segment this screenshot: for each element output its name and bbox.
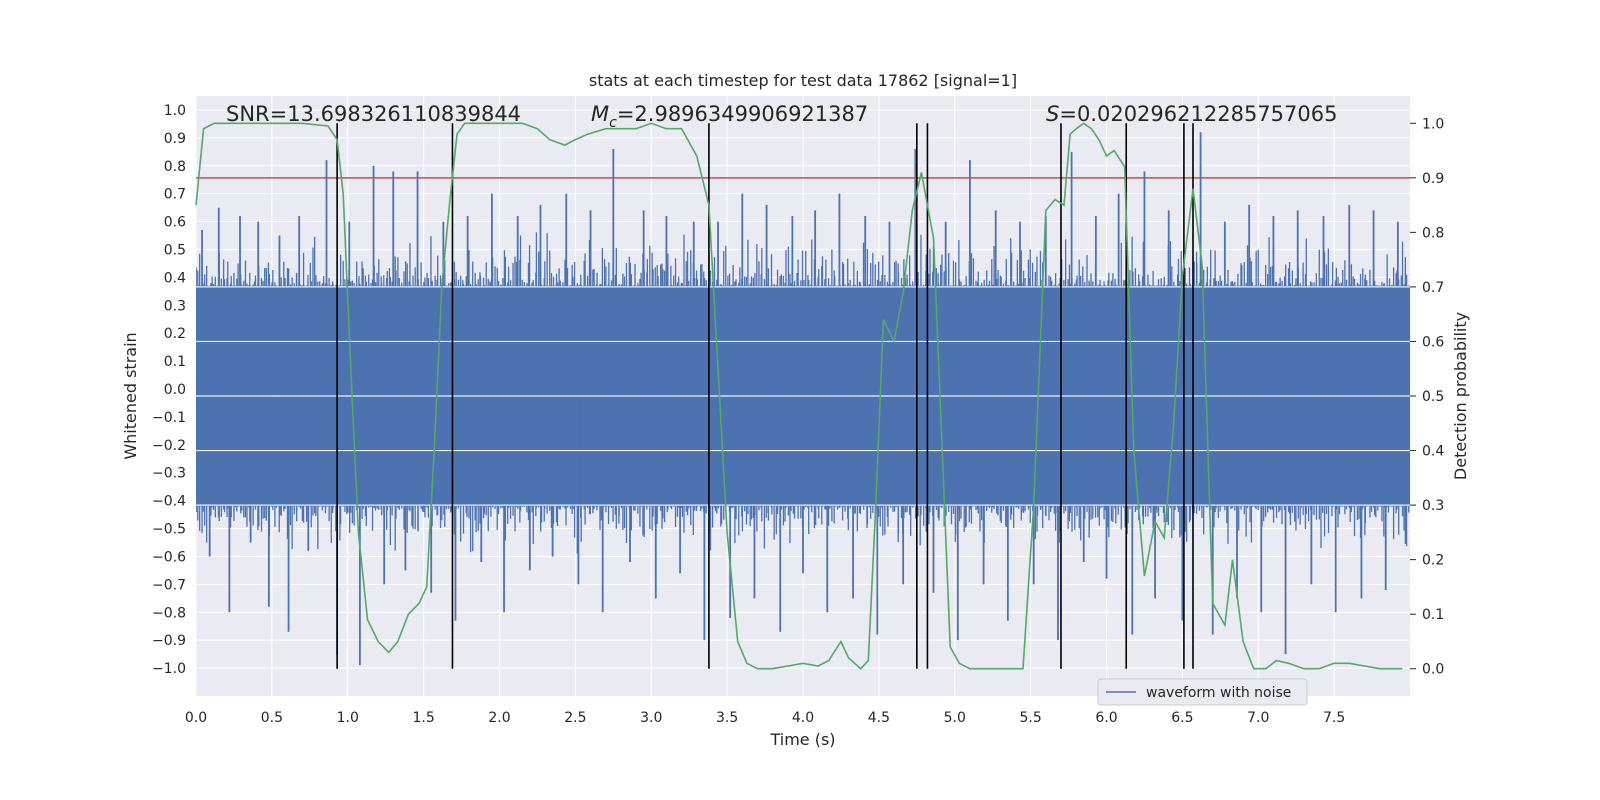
y-tick-label: −0.8 xyxy=(152,605,186,621)
legend-label: waveform with noise xyxy=(1146,685,1291,701)
probability-line xyxy=(195,122,1403,670)
y2-tick-label: 1.0 xyxy=(1422,116,1444,132)
s-annotation: S=0.020296212285757065 xyxy=(1046,102,1337,126)
y-tick-label: −0.9 xyxy=(152,633,186,649)
y2-tick-label: 0.6 xyxy=(1422,334,1444,350)
x-tick-label: 4.0 xyxy=(792,710,814,726)
x-tick-label: 4.5 xyxy=(868,710,890,726)
x-tick-label: 3.0 xyxy=(640,710,662,726)
mc-annotation: Mc=2.9896349906921387 xyxy=(591,102,868,131)
y-tick-label: 0.8 xyxy=(164,159,186,175)
x-tick-label: 7.0 xyxy=(1247,710,1269,726)
y-tick-label: 0.0 xyxy=(164,382,186,398)
x-tick-label: 0.5 xyxy=(261,710,283,726)
x-tick-label: 3.5 xyxy=(716,710,738,726)
y-tick-label: −0.2 xyxy=(152,438,186,454)
x-tick-label: 6.0 xyxy=(1095,710,1117,726)
y2-axis-label: Detection probability xyxy=(1451,312,1470,480)
y-tick-label: 0.6 xyxy=(164,215,186,231)
y-tick-label: −0.6 xyxy=(152,549,186,565)
snr-annotation: SNR=13.698326110839844 xyxy=(226,102,521,126)
x-tick-label: 2.5 xyxy=(564,710,586,726)
y-tick-label: 0.3 xyxy=(164,298,186,314)
x-tick-label: 5.5 xyxy=(1019,710,1041,726)
y-tick-label: −0.5 xyxy=(152,522,186,538)
y2-tick-label: 0.5 xyxy=(1422,389,1444,405)
y-tick-label: 1.0 xyxy=(164,103,186,119)
y2-tick-label: 0.0 xyxy=(1422,662,1444,678)
y-tick-label: 0.7 xyxy=(164,187,186,203)
y-tick-label: −0.4 xyxy=(152,494,186,510)
y-tick-label: 0.9 xyxy=(164,131,186,147)
y-tick-label: −0.7 xyxy=(152,577,186,593)
x-tick-label: 5.0 xyxy=(944,710,966,726)
y-tick-label: 0.2 xyxy=(164,326,186,342)
y-tick-label: 0.4 xyxy=(164,270,186,286)
y2-axis-ticks: 1.0 0.9 0.8 0.7 0.6 0.5 0.4 0.3 0.2 0.1 0.0 xyxy=(1410,116,1444,678)
y2-tick-label: 0.9 xyxy=(1422,171,1444,187)
x-tick-label: 7.5 xyxy=(1323,710,1345,726)
y-tick-label: −0.1 xyxy=(152,410,186,426)
x-tick-label: 2.0 xyxy=(488,710,510,726)
x-tick-label: 0.0 xyxy=(185,710,207,726)
y-tick-label: 0.1 xyxy=(164,354,186,370)
y-tick-label: 0.5 xyxy=(164,242,186,258)
y2-tick-label: 0.4 xyxy=(1422,444,1444,460)
chart-title: stats at each timestep for test data 178… xyxy=(589,71,1017,90)
y-axis-label: Whitened strain xyxy=(121,332,140,459)
strain-series xyxy=(196,132,1410,666)
y-tick-label: −1.0 xyxy=(152,661,186,677)
y2-tick-label: 0.2 xyxy=(1422,553,1444,569)
y2-tick-label: 0.1 xyxy=(1422,607,1444,623)
legend-box xyxy=(1097,678,1308,706)
x-tick-label: 6.5 xyxy=(1171,710,1193,726)
y-axis-ticks: 1.0 0.9 0.8 0.7 0.6 0.5 0.4 0.3 0.2 0.1 0.0 −0.1 −0.… xyxy=(152,103,186,677)
y2-tick-label: 0.8 xyxy=(1422,225,1444,241)
y-tick-label: −0.3 xyxy=(152,466,186,482)
x-tick-label: 1.0 xyxy=(337,710,359,726)
x-axis-label: Time (s) xyxy=(769,730,835,749)
x-tick-label: 1.5 xyxy=(412,710,434,726)
y2-tick-label: 0.7 xyxy=(1422,280,1444,296)
legend: waveform with noise xyxy=(1097,678,1308,706)
x-axis-ticks: 0.0 0.5 1.0 1.5 2.0 2.5 3.0 3.5 4.0 4.5 5.0 5.5 6.0 6… xyxy=(185,710,1345,726)
y2-tick-label: 0.3 xyxy=(1422,498,1444,514)
